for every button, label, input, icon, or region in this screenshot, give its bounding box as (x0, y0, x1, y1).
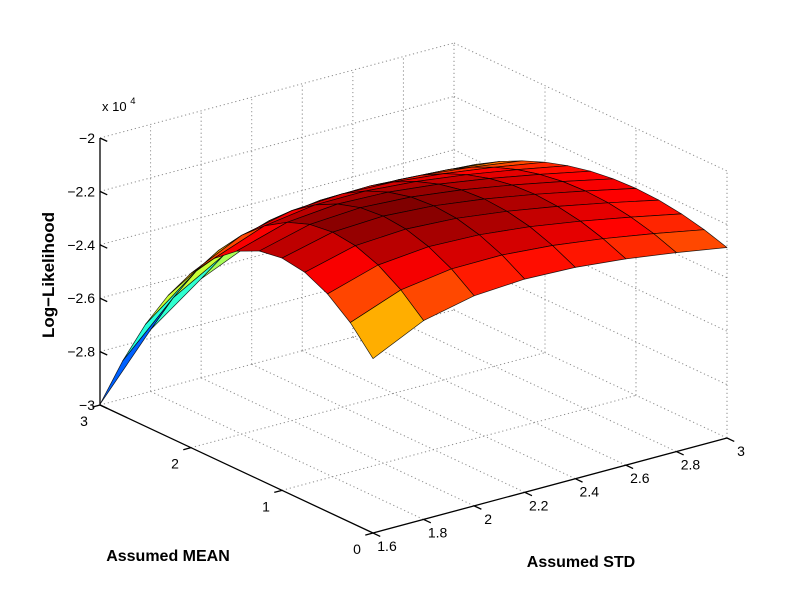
std-tick-mark (473, 505, 482, 510)
std-tick-mark (372, 532, 381, 537)
mean-tick-mark (183, 447, 192, 451)
std-tick-label: 2.4 (580, 484, 600, 500)
z-tick-mark (99, 190, 108, 196)
std-tick-mark (726, 437, 735, 442)
z-tick-mark (99, 297, 108, 303)
grid-line-z-left-wall (99, 95, 455, 192)
mean-tick-label: 2 (171, 456, 179, 472)
std-tick-mark (423, 518, 432, 524)
mean-tick-mark (274, 489, 283, 494)
z-tick-mark (99, 351, 108, 356)
grid-line-z-left-wall (99, 202, 455, 299)
std-tick-label: 2.6 (630, 470, 650, 486)
x-axis-title: Assumed STD (527, 554, 635, 571)
axis-lines (92, 137, 735, 537)
z-tick-label: −2.4 (67, 237, 95, 253)
surface-face (150, 254, 225, 331)
tick-labels: −2 −2.2 −2.4 −2.6 −2.8 −3 0 1 2 3 1.6 1.8 2 2.2 2.4 2.6… (67, 130, 745, 557)
mean-tick-mark (365, 532, 374, 536)
mean-tick-label: 3 (80, 413, 88, 429)
std-tick-mark (676, 450, 684, 456)
z-tick-mark (99, 244, 108, 249)
mean-tick-mark (92, 404, 101, 408)
grid-line-z-left-wall (99, 42, 455, 139)
grid-line-std-floor (352, 336, 627, 466)
grid-line-std-floor (453, 309, 728, 439)
grid-line-z-left-wall (99, 149, 455, 246)
grid-line-std-floor (150, 390, 424, 520)
z-axis-exponent: x 10 4 (102, 96, 136, 114)
z-axis-exponent-power: 4 (130, 96, 135, 107)
std-tick-mark (625, 464, 634, 470)
grid-line-std-floor (251, 363, 525, 493)
grid-line-mean-floor (281, 394, 637, 491)
surface-face (349, 289, 424, 359)
std-tick-label: 1.6 (377, 538, 397, 554)
std-tick-label: 2.8 (681, 457, 701, 473)
std-tick-label: 3 (737, 443, 745, 459)
z-axis-exponent-base: x 10 (102, 99, 127, 114)
z-axis-title: Log−Likelihood (39, 212, 58, 338)
grid-line-std-floor (403, 323, 677, 453)
z-tick-label: −2.6 (67, 290, 95, 306)
z-tick-label: −3 (79, 397, 95, 413)
grid-line-mean-floor (99, 309, 455, 406)
grid-line-z-right-wall (453, 42, 728, 172)
std-tick-label: 1.8 (428, 524, 448, 540)
grid-line-std-floor (302, 350, 576, 480)
grid-line-z-left-wall (99, 256, 455, 353)
std-tick-mark (524, 491, 533, 497)
z-tick-label: −2 (79, 130, 95, 146)
z-tick-label: −2.2 (67, 183, 95, 199)
std-tick-label: 2.2 (529, 497, 549, 513)
z-tick-mark (99, 404, 108, 409)
mean-axis-line (99, 404, 374, 534)
y-axis-title: Assumed MEAN (106, 548, 230, 565)
surface-mesh (99, 160, 728, 405)
std-tick-label: 2 (484, 511, 492, 527)
std-axis-line (372, 437, 728, 534)
z-tick-mark (99, 137, 108, 142)
grid-line-mean-floor (190, 352, 546, 449)
z-tick-label: −2.8 (67, 344, 95, 360)
mean-tick-label: 1 (262, 498, 270, 514)
std-tick-mark (575, 478, 583, 483)
grid-line-std-floor (200, 377, 475, 507)
mean-tick-label: 0 (353, 541, 361, 557)
